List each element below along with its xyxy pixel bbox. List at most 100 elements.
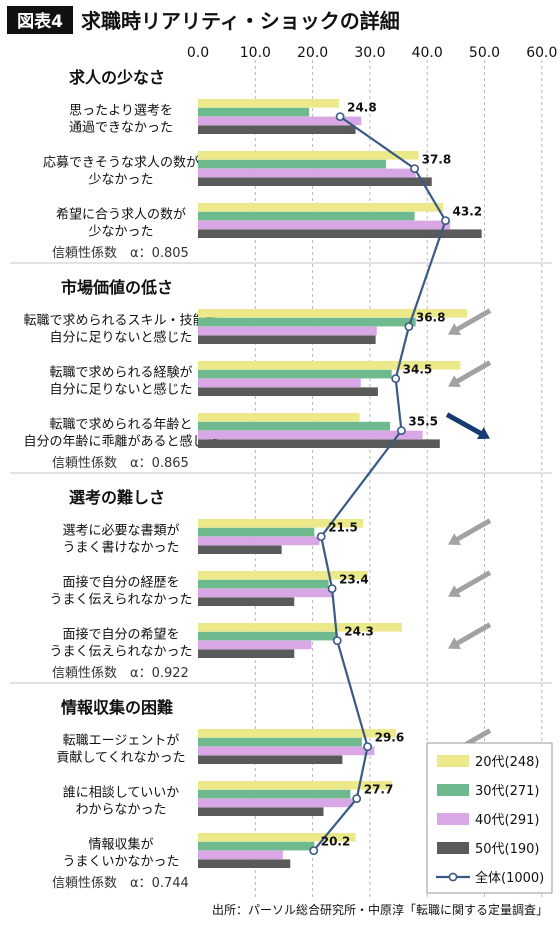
- x-tick-label: 30.0: [354, 45, 385, 61]
- legend-swatch-30s: [437, 784, 469, 796]
- overall-value-label: 23.4: [339, 573, 369, 587]
- chart-title: 求職時リアリティ・ショックの詳細: [81, 9, 400, 33]
- overall-point: [335, 112, 345, 121]
- bar-40s: [198, 168, 416, 178]
- bar-40s: [198, 430, 423, 440]
- bar-20s: [198, 519, 364, 528]
- bar-50s: [198, 649, 295, 658]
- reliability-coefficient: 信頼性係数 α：0.865: [52, 456, 189, 471]
- bar-50s: [198, 755, 343, 764]
- bar-30s: [198, 159, 386, 169]
- bar-20s: [198, 571, 368, 580]
- category-label: わからなかった: [75, 803, 166, 818]
- overall-value-label: 21.5: [328, 521, 358, 535]
- bar-30s: [198, 737, 362, 747]
- annotation-arrowhead: [448, 585, 461, 598]
- legend-marker-overall: [448, 872, 458, 882]
- bar-20s: [198, 309, 468, 318]
- legend-label: 30代(271): [475, 784, 540, 799]
- legend-swatch-50s: [437, 842, 469, 854]
- overall-point: [316, 532, 326, 541]
- bar-40s: [198, 116, 362, 126]
- category-label: 自分に足りないと感じた: [49, 382, 192, 398]
- legend-swatch-40s: [437, 813, 469, 825]
- reliability-coefficient: 信頼性係数 α：0.805: [52, 246, 189, 261]
- category-label: 少なかった: [88, 173, 153, 188]
- category-label: 面接で自分の希望を: [62, 627, 179, 643]
- overall-point: [363, 742, 373, 751]
- category-label: うまく書けなかった: [62, 541, 179, 556]
- bar-20s: [198, 781, 392, 790]
- overall-point: [397, 426, 406, 435]
- annotation-arrowhead: [477, 427, 490, 440]
- annotation-arrow: [454, 622, 492, 647]
- bar-40s: [198, 220, 451, 230]
- x-tick-label: 40.0: [412, 45, 443, 61]
- bar-50s: [198, 859, 291, 868]
- legend-label: 50代(190): [475, 842, 540, 857]
- bar-40s: [198, 588, 334, 598]
- overall-point: [410, 164, 419, 173]
- overall-value-label: 24.8: [347, 101, 377, 115]
- bar-40s: [198, 536, 320, 546]
- category-label: 自分の年齢に乖離があると感じた: [23, 434, 218, 450]
- overall-value-label: 27.7: [364, 783, 394, 797]
- annotation-arrow: [454, 308, 492, 333]
- annotation-arrowhead: [448, 375, 461, 388]
- bar-30s: [198, 527, 315, 537]
- source-note: 出所：パーソル総合研究所・中原淳「転職に関する定量調査」: [212, 902, 548, 917]
- group-title: 市場価値の低さ: [61, 278, 173, 297]
- annotation-arrow: [454, 570, 492, 595]
- reliability-coefficient: 信頼性係数 α：0.744: [52, 876, 189, 891]
- bar-50s: [198, 387, 378, 396]
- bar-30s: [198, 841, 315, 851]
- legend-label: 全体(1000): [475, 870, 544, 886]
- overall-point: [441, 216, 450, 225]
- overall-value-label: 24.3: [344, 625, 374, 639]
- annotation-arrow: [454, 518, 492, 543]
- bar-30s: [198, 579, 329, 589]
- bar-50s: [198, 439, 440, 448]
- bar-20s: [198, 833, 356, 842]
- category-label: 希望に合う求人の数が: [56, 207, 186, 223]
- bar-40s: [198, 640, 312, 650]
- annotation-arrow: [445, 412, 484, 437]
- overall-value-label: 20.2: [321, 835, 351, 849]
- annotation-arrow: [454, 360, 492, 385]
- bar-30s: [198, 317, 416, 327]
- category-label: 転職で求められる経験が: [49, 366, 192, 381]
- category-label: 選考に必要な書類が: [62, 524, 179, 539]
- overall-point: [404, 322, 414, 331]
- bar-20s: [198, 203, 444, 212]
- bar-20s: [198, 99, 339, 108]
- x-tick-label: 10.0: [240, 45, 271, 61]
- category-label: うまく伝えられなかった: [49, 593, 192, 608]
- overall-value-label: 37.8: [422, 153, 452, 167]
- bar-20s: [198, 361, 461, 370]
- bar-40s: [198, 326, 377, 336]
- reliability-coefficient: 信頼性係数 α：0.922: [52, 666, 189, 681]
- bar-50s: [198, 229, 482, 238]
- overall-line: [312, 115, 447, 852]
- annotation-arrowhead: [448, 637, 461, 650]
- overall-point: [352, 794, 362, 803]
- overall-point: [332, 636, 342, 645]
- bar-40s: [198, 798, 353, 808]
- overall-value-label: 34.5: [403, 363, 433, 377]
- annotation-arrowhead: [448, 533, 461, 546]
- bar-40s: [198, 850, 283, 860]
- category-label: うまくいかなかった: [62, 855, 179, 870]
- bar-30s: [198, 421, 390, 431]
- legend-label: 40代(291): [475, 813, 540, 828]
- x-tick-label: 50.0: [469, 45, 500, 61]
- bar-30s: [198, 211, 415, 221]
- bar-40s: [198, 378, 361, 388]
- bar-20s: [198, 413, 360, 422]
- bar-30s: [198, 631, 337, 641]
- category-label: 通過できなかった: [69, 121, 173, 136]
- bar-50s: [198, 177, 432, 186]
- overall-point: [391, 374, 401, 383]
- category-label: 貢献してくれなかった: [56, 751, 185, 766]
- legend-label: 20代(248): [475, 755, 540, 770]
- annotation-arrowhead: [448, 323, 461, 336]
